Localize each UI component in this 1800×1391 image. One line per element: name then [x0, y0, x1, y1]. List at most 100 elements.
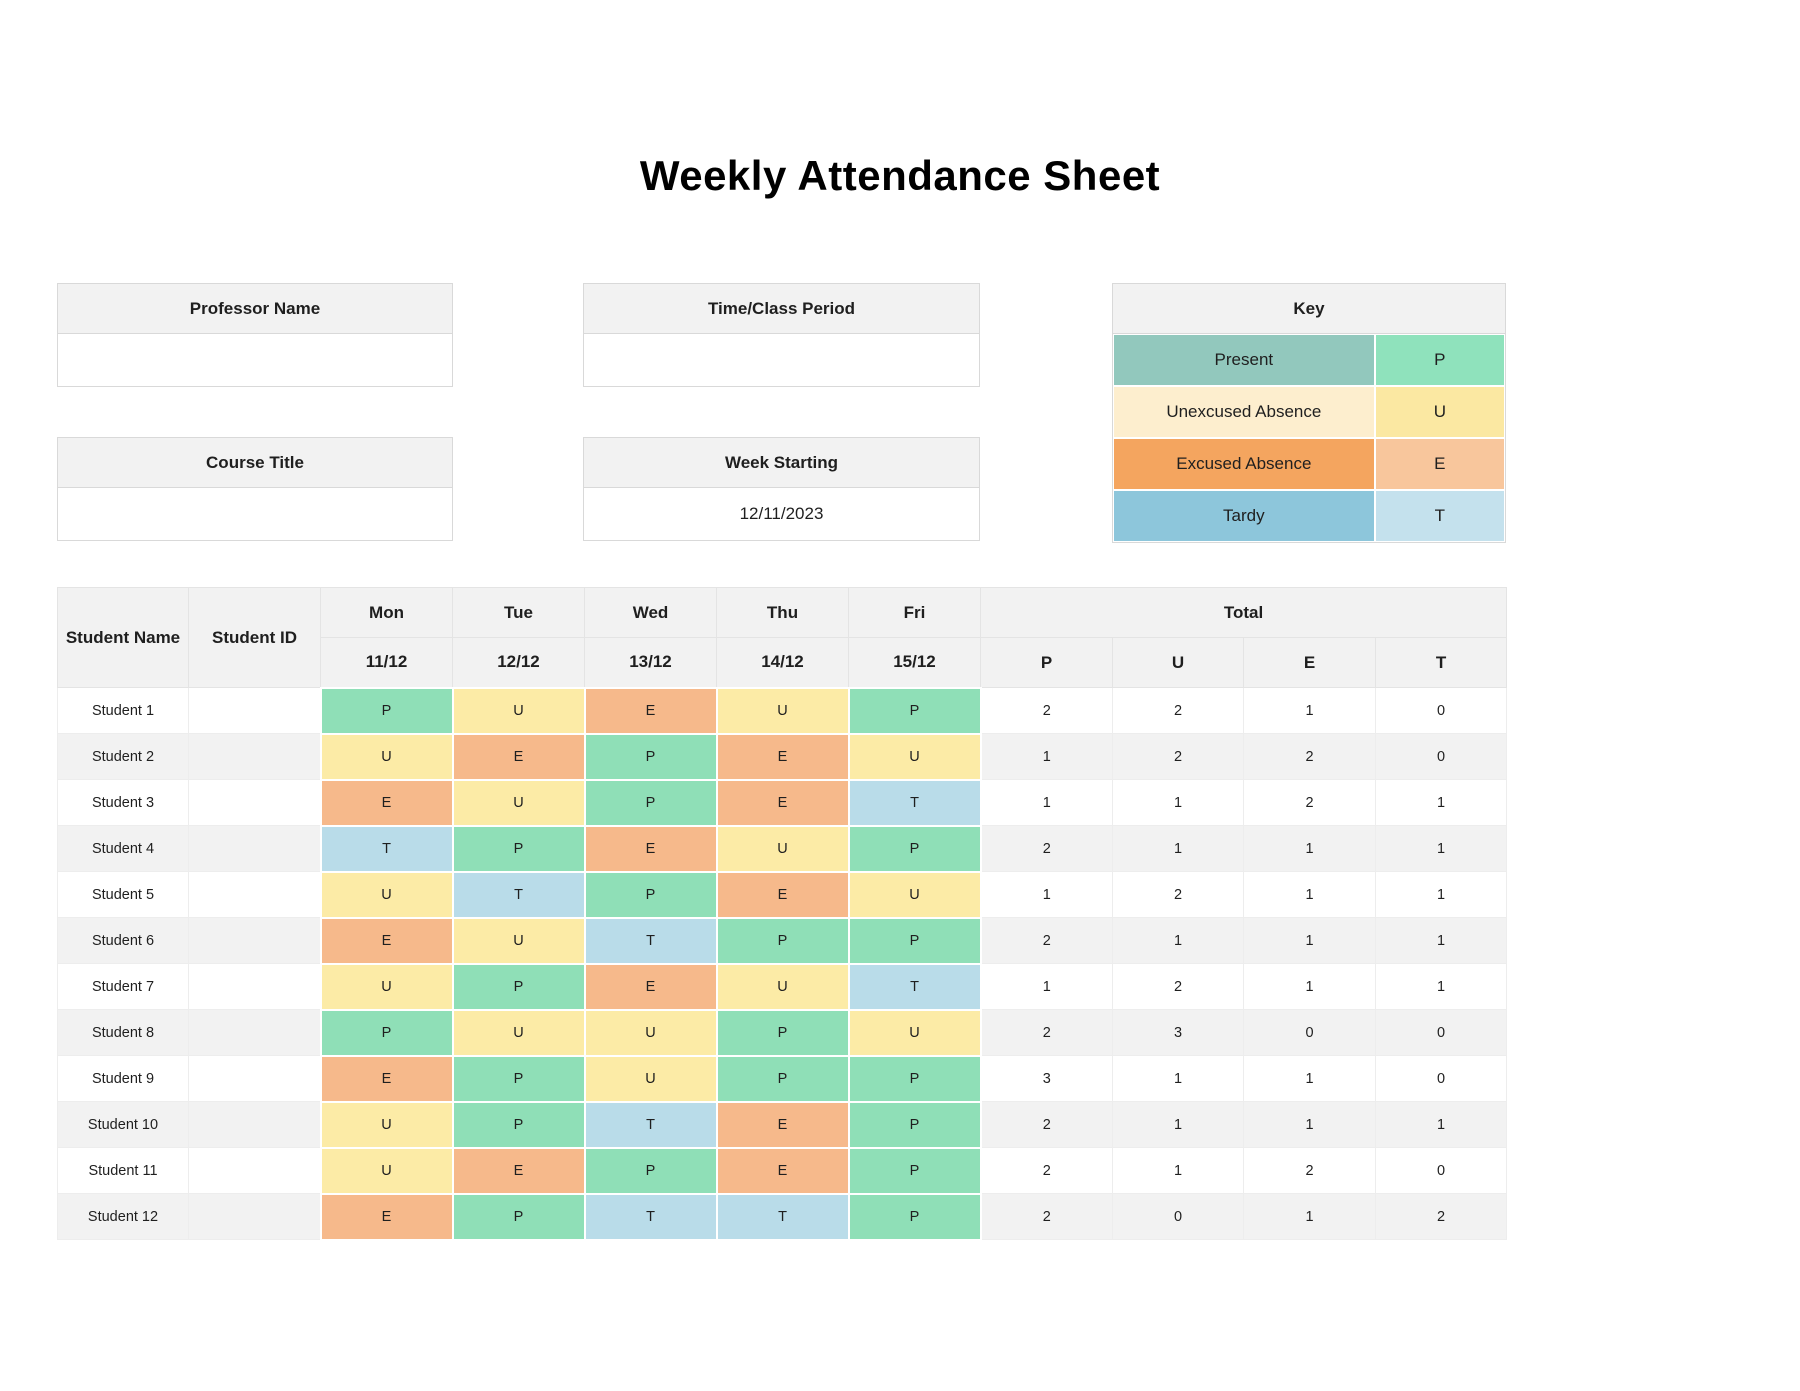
- attendance-mark-cell[interactable]: P: [583, 1146, 718, 1195]
- attendance-mark-cell[interactable]: U: [583, 1008, 718, 1057]
- total-count-cell[interactable]: 2: [980, 687, 1113, 734]
- attendance-mark-cell[interactable]: E: [583, 686, 718, 735]
- attendance-mark-cell[interactable]: P: [715, 1054, 850, 1103]
- total-count-cell[interactable]: 1: [1374, 917, 1508, 964]
- professor-name-field[interactable]: [58, 334, 452, 386]
- attendance-mark-cell[interactable]: E: [715, 778, 850, 827]
- time-class-period-field[interactable]: [584, 334, 979, 386]
- attendance-mark-cell[interactable]: P: [715, 1008, 850, 1057]
- total-count-cell[interactable]: 2: [1112, 733, 1244, 780]
- total-count-cell[interactable]: 1: [1243, 871, 1376, 918]
- total-count-cell[interactable]: 2: [1243, 1147, 1376, 1194]
- total-count-cell[interactable]: 1: [1374, 871, 1508, 918]
- total-count-cell[interactable]: 1: [1112, 917, 1244, 964]
- attendance-mark-cell[interactable]: U: [451, 916, 586, 965]
- total-count-cell[interactable]: 1: [1374, 963, 1508, 1010]
- student-name-cell[interactable]: Student 4: [57, 825, 189, 872]
- attendance-mark-cell[interactable]: E: [583, 962, 718, 1011]
- attendance-mark-cell[interactable]: E: [319, 916, 454, 965]
- attendance-mark-cell[interactable]: E: [319, 778, 454, 827]
- student-id-cell[interactable]: [188, 687, 321, 734]
- total-count-cell[interactable]: 1: [1112, 825, 1244, 872]
- attendance-mark-cell[interactable]: T: [319, 824, 454, 873]
- attendance-mark-cell[interactable]: U: [715, 824, 850, 873]
- attendance-mark-cell[interactable]: U: [319, 732, 454, 781]
- student-id-cell[interactable]: [188, 825, 321, 872]
- student-name-cell[interactable]: Student 5: [57, 871, 189, 918]
- total-count-cell[interactable]: 1: [1374, 779, 1508, 826]
- total-count-cell[interactable]: 1: [1112, 1055, 1244, 1102]
- attendance-mark-cell[interactable]: P: [451, 1100, 586, 1149]
- attendance-mark-cell[interactable]: P: [847, 1146, 982, 1195]
- attendance-mark-cell[interactable]: E: [583, 824, 718, 873]
- attendance-mark-cell[interactable]: P: [451, 1054, 586, 1103]
- attendance-mark-cell[interactable]: P: [847, 686, 982, 735]
- attendance-mark-cell[interactable]: T: [451, 870, 586, 919]
- attendance-mark-cell[interactable]: U: [847, 870, 982, 919]
- total-count-cell[interactable]: 2: [1112, 871, 1244, 918]
- attendance-mark-cell[interactable]: P: [583, 732, 718, 781]
- attendance-mark-cell[interactable]: T: [715, 1192, 850, 1241]
- total-count-cell[interactable]: 3: [1112, 1009, 1244, 1056]
- attendance-mark-cell[interactable]: T: [847, 778, 982, 827]
- total-count-cell[interactable]: 0: [1374, 1055, 1508, 1102]
- attendance-mark-cell[interactable]: P: [451, 824, 586, 873]
- attendance-mark-cell[interactable]: P: [847, 1054, 982, 1103]
- total-count-cell[interactable]: 2: [1112, 687, 1244, 734]
- attendance-mark-cell[interactable]: T: [583, 1192, 718, 1241]
- total-count-cell[interactable]: 2: [980, 1147, 1113, 1194]
- attendance-mark-cell[interactable]: P: [847, 1192, 982, 1241]
- total-count-cell[interactable]: 0: [1374, 733, 1508, 780]
- total-count-cell[interactable]: 1: [980, 963, 1113, 1010]
- attendance-mark-cell[interactable]: U: [319, 870, 454, 919]
- student-name-cell[interactable]: Student 6: [57, 917, 189, 964]
- total-count-cell[interactable]: 1: [980, 733, 1113, 780]
- attendance-mark-cell[interactable]: U: [715, 962, 850, 1011]
- total-count-cell[interactable]: 0: [1243, 1009, 1376, 1056]
- attendance-mark-cell[interactable]: E: [319, 1192, 454, 1241]
- student-id-cell[interactable]: [188, 1193, 321, 1240]
- total-count-cell[interactable]: 1: [1374, 825, 1508, 872]
- total-count-cell[interactable]: 1: [1112, 1147, 1244, 1194]
- attendance-mark-cell[interactable]: U: [319, 962, 454, 1011]
- total-count-cell[interactable]: 2: [980, 1193, 1113, 1240]
- total-count-cell[interactable]: 1: [1243, 1101, 1376, 1148]
- student-name-cell[interactable]: Student 1: [57, 687, 189, 734]
- attendance-mark-cell[interactable]: U: [319, 1100, 454, 1149]
- attendance-mark-cell[interactable]: U: [319, 1146, 454, 1195]
- attendance-mark-cell[interactable]: U: [451, 686, 586, 735]
- attendance-mark-cell[interactable]: P: [451, 1192, 586, 1241]
- total-count-cell[interactable]: 0: [1374, 1147, 1508, 1194]
- attendance-mark-cell[interactable]: T: [583, 916, 718, 965]
- student-id-cell[interactable]: [188, 917, 321, 964]
- student-id-cell[interactable]: [188, 1055, 321, 1102]
- attendance-mark-cell[interactable]: E: [715, 732, 850, 781]
- total-count-cell[interactable]: 1: [1243, 1055, 1376, 1102]
- total-count-cell[interactable]: 2: [980, 825, 1113, 872]
- total-count-cell[interactable]: 0: [1374, 687, 1508, 734]
- student-id-cell[interactable]: [188, 1147, 321, 1194]
- attendance-mark-cell[interactable]: E: [451, 1146, 586, 1195]
- attendance-mark-cell[interactable]: P: [583, 870, 718, 919]
- total-count-cell[interactable]: 2: [1112, 963, 1244, 1010]
- attendance-mark-cell[interactable]: E: [451, 732, 586, 781]
- attendance-mark-cell[interactable]: E: [319, 1054, 454, 1103]
- total-count-cell[interactable]: 1: [1243, 917, 1376, 964]
- student-id-cell[interactable]: [188, 1101, 321, 1148]
- attendance-mark-cell[interactable]: U: [715, 686, 850, 735]
- student-id-cell[interactable]: [188, 871, 321, 918]
- attendance-mark-cell[interactable]: P: [319, 686, 454, 735]
- total-count-cell[interactable]: 1: [1243, 825, 1376, 872]
- total-count-cell[interactable]: 0: [1112, 1193, 1244, 1240]
- attendance-mark-cell[interactable]: U: [847, 1008, 982, 1057]
- total-count-cell[interactable]: 2: [1243, 733, 1376, 780]
- attendance-mark-cell[interactable]: U: [847, 732, 982, 781]
- attendance-mark-cell[interactable]: U: [451, 778, 586, 827]
- total-count-cell[interactable]: 1: [1243, 963, 1376, 1010]
- student-name-cell[interactable]: Student 3: [57, 779, 189, 826]
- attendance-mark-cell[interactable]: P: [451, 962, 586, 1011]
- total-count-cell[interactable]: 1: [1243, 687, 1376, 734]
- student-name-cell[interactable]: Student 7: [57, 963, 189, 1010]
- attendance-mark-cell[interactable]: U: [583, 1054, 718, 1103]
- attendance-mark-cell[interactable]: T: [583, 1100, 718, 1149]
